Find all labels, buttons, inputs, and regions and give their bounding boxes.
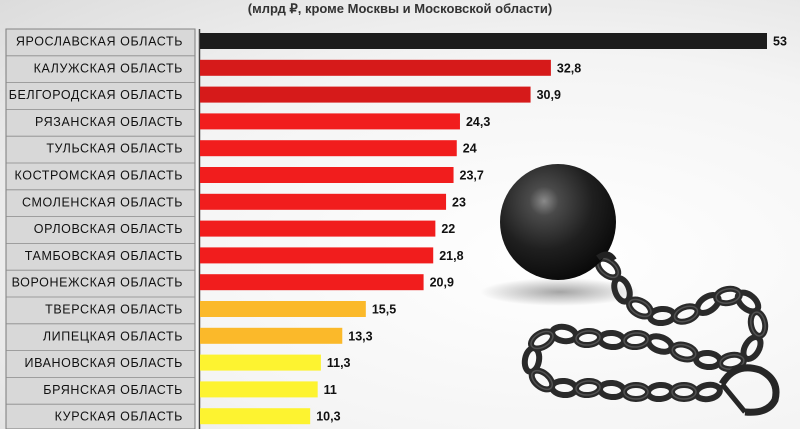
bar	[200, 327, 343, 344]
value-label: 32,8	[557, 61, 581, 75]
value-label: 53	[773, 35, 787, 49]
bar	[200, 354, 321, 371]
category-label: БРЯНСКАЯ ОБЛАСТЬ	[43, 383, 183, 397]
bar	[200, 247, 434, 264]
category-label: КУРСКАЯ ОБЛАСТЬ	[55, 410, 183, 424]
bar	[200, 381, 318, 398]
bar	[200, 113, 460, 130]
value-label: 24	[463, 142, 477, 156]
bar	[200, 408, 311, 425]
value-label: 24,3	[466, 115, 490, 129]
value-label: 11	[324, 383, 337, 397]
shackle-cuff	[718, 364, 780, 416]
category-label: ЛИПЕЦКАЯ ОБЛАСТЬ	[43, 329, 183, 343]
ball-loop	[596, 251, 617, 262]
category-label: ТУЛЬСКАЯ ОБЛАСТЬ	[46, 142, 183, 156]
category-label: КОСТРОМСКАЯ ОБЛАСТЬ	[15, 169, 184, 183]
category-label: ВОРОНЕЖСКАЯ ОБЛАСТЬ	[12, 276, 183, 290]
bar	[200, 301, 366, 317]
value-label: 23,7	[460, 169, 484, 183]
category-label: КАЛУЖСКАЯ ОБЛАСТЬ	[34, 61, 183, 75]
bar	[200, 140, 457, 157]
category-label: РЯЗАНСКАЯ ОБЛАСТЬ	[35, 115, 183, 129]
value-label: 20,9	[430, 276, 454, 290]
category-panel	[5, 28, 196, 429]
bars	[200, 33, 767, 425]
value-label: 22	[441, 222, 455, 236]
chain	[521, 255, 769, 403]
bar	[200, 59, 551, 76]
bar	[200, 86, 531, 103]
bar	[200, 167, 454, 183]
category-label: СМОЛЕНСКАЯ ОБЛАСТЬ	[22, 195, 183, 209]
bar	[200, 193, 447, 210]
value-label: 15,5	[372, 303, 396, 317]
ball-and-chain-illustration	[480, 164, 780, 416]
category-label: ОРЛОВСКАЯ ОБЛАСТЬ	[34, 222, 183, 236]
value-labels: 53 32,8 30,9 24,3 24 23,7 23 22 21,8 20,9 15,513,3…	[316, 35, 787, 424]
value-label: 23	[452, 195, 466, 209]
category-label: ТАМБОВСКАЯ ОБЛАСТЬ	[25, 249, 183, 263]
chart-subtitle: (млрд ₽, кроме Москвы и Московской облас…	[247, 1, 553, 16]
category-label: ЯРОСЛАВСКАЯ ОБЛАСТЬ	[16, 35, 183, 49]
category-label: ИВАНОВСКАЯ ОБЛАСТЬ	[24, 356, 183, 370]
value-label: 30,9	[537, 88, 561, 102]
value-label: 13,3	[348, 329, 372, 343]
category-label: ТВЕРСКАЯ ОБЛАСТЬ	[45, 303, 183, 317]
bar	[200, 33, 767, 49]
ball-icon	[500, 164, 616, 280]
bar	[200, 274, 424, 291]
ball-shadow	[480, 278, 640, 306]
bar	[200, 220, 436, 237]
category-label: БЕЛГОРОДСКАЯ ОБЛАСТЬ	[9, 88, 183, 102]
value-label: 10,3	[316, 410, 340, 424]
category-labels: ЯРОСЛАВСКАЯ ОБЛАСТЬ КАЛУЖСКАЯ ОБЛАСТЬ БЕЛГ…	[6, 28, 195, 424]
value-label: 21,8	[439, 249, 463, 263]
value-label: 11,3	[327, 356, 351, 370]
